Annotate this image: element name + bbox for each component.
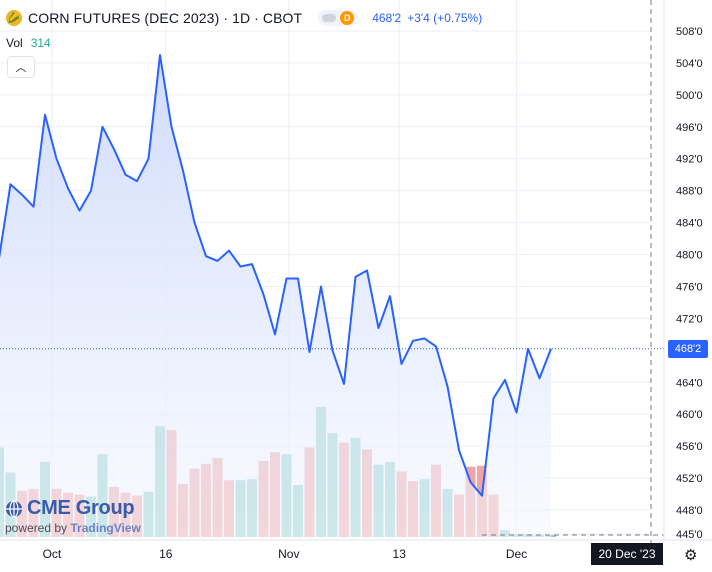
powered-by: powered by TradingView [5,521,141,535]
price-tick-label: 448'0 [676,505,703,517]
price-tick-label: 472'0 [676,313,703,325]
delayed-data-badge[interactable]: D [340,11,354,25]
market-closed-icon [322,14,336,22]
price-tick-label: 480'0 [676,250,703,262]
time-tick-label: Nov [278,547,299,561]
powered-by-prefix: powered by [5,521,67,535]
price-change: +3'4 (+0.75%) [407,11,482,25]
price-tick-label: 496'0 [676,122,703,134]
volume-legend: Vol 314 [6,36,51,50]
price-tick-label: 456'0 [676,441,703,453]
corn-symbol-icon: 🌽 [6,10,22,26]
symbol-title[interactable]: CORN FUTURES (DEC 2023) · 1D · CBOT [28,10,302,26]
collapse-legend-button[interactable]: ︿ [7,56,35,78]
crosshair-price-label: 468'2 [668,340,708,358]
cme-logo[interactable]: CME Group powered by TradingView [5,497,141,535]
crosshair-date-label: 20 Dec '23 [591,543,663,565]
price-tick-label: 476'0 [676,281,703,293]
price-tick-label: 460'0 [676,409,703,421]
chevron-up-icon: ︿ [16,59,27,75]
chart-legend: 🌽 CORN FUTURES (DEC 2023) · 1D · CBOT D … [6,8,482,28]
last-price: 468'2 [372,11,401,25]
volume-label[interactable]: Vol [6,36,23,50]
price-tick-label: 492'0 [676,154,703,166]
time-tick-label: Dec [506,547,527,561]
price-tick-label: 445'0 [676,529,703,541]
time-tick-label: 16 [159,547,173,561]
price-tick-label: 452'0 [676,473,703,485]
price-tick-label: 504'0 [676,58,703,70]
cme-logo-text: CME Group [27,497,134,520]
price-tick-label: 464'0 [676,377,703,389]
cme-globe-icon [5,500,23,518]
time-tick-label: Oct [43,547,62,561]
price-tick-label: 484'0 [676,218,703,230]
price-tick-label: 500'0 [676,90,703,102]
volume-value: 314 [31,36,51,50]
gear-icon[interactable]: ⚙ [684,546,697,564]
tradingview-brand: TradingView [70,521,140,535]
time-tick-label: 13 [393,547,407,561]
market-status-pill[interactable]: D [318,10,358,26]
price-tick-label: 488'0 [676,186,703,198]
price-tick-label: 508'0 [676,26,703,38]
